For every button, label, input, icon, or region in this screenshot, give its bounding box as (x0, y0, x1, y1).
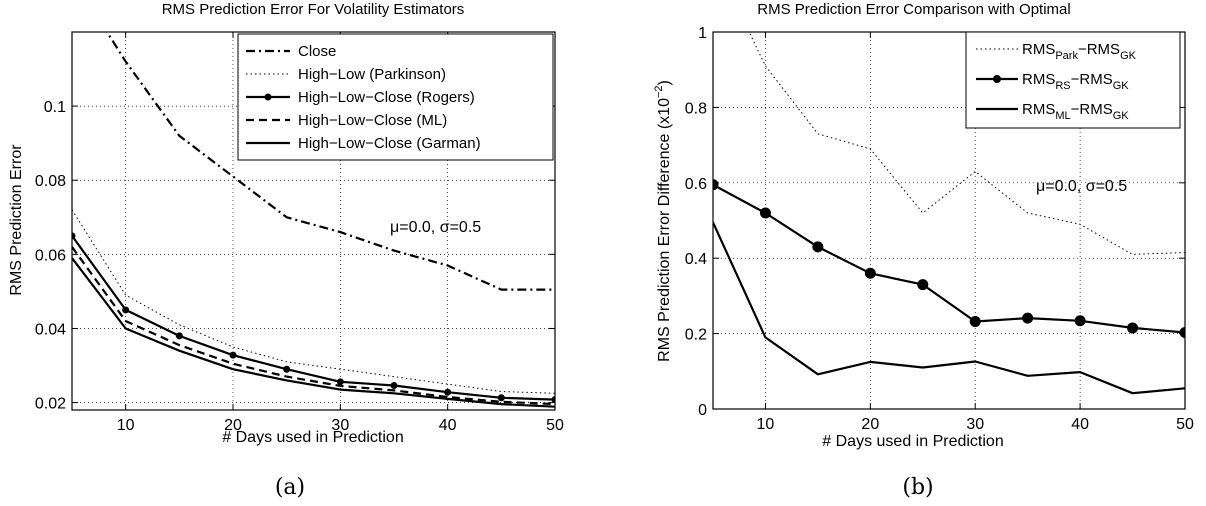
y-tick-label: 0.1 (44, 99, 66, 116)
legend-box (237, 33, 554, 161)
parameter-annotation: μ=0.0, σ=0.5 (390, 219, 481, 236)
series-line-2 (713, 183, 1185, 334)
series-line-5 (72, 257, 555, 408)
data-point (444, 388, 452, 396)
data-point (72, 232, 76, 240)
data-point (713, 179, 719, 191)
legend-label-2: High−Low (Parkinson) (298, 66, 446, 83)
legend-marker (264, 93, 272, 101)
y-axis-label: RMS Prediction Error Difference (x10−2) (653, 80, 673, 362)
y-axis-label-exponent: −2 (653, 85, 665, 98)
data-point (175, 332, 183, 340)
data-point (551, 396, 555, 404)
caption-a: (a) (275, 475, 305, 500)
data-point (864, 267, 876, 279)
x-tick-label: 50 (546, 417, 564, 434)
legend-label-4: High−Low−Close (ML) (298, 112, 447, 129)
y-axis-label: RMS Prediction Error (8, 144, 25, 296)
x-tick-label: 20 (224, 417, 242, 434)
data-point (969, 316, 981, 328)
legend-label-3: High−Low−Close (Rogers) (298, 89, 475, 106)
series-line-2 (72, 209, 555, 394)
tick-labels: 10 20 30 40 50 0 0.2 0.4 0.6 0.8 1 (685, 25, 1194, 433)
y-axis-label-close: ) (656, 80, 673, 85)
legend-label-1: RMSPark−RMSGK (1022, 41, 1137, 62)
y-tick-label: 1 (698, 25, 707, 42)
plot-frame (712, 31, 1186, 410)
parameter-annotation: μ=0.0, σ=0.5 (1036, 178, 1127, 195)
series-line-3 (713, 221, 1185, 395)
data-point (759, 207, 771, 219)
y-tick-label: 0.04 (35, 321, 66, 338)
y-tick-label: 0.02 (35, 396, 66, 413)
data-point (336, 378, 344, 386)
x-tick-label: 10 (757, 416, 775, 433)
x-tick-label: 30 (966, 416, 984, 433)
x-tick-label: 30 (331, 417, 349, 434)
data-point (283, 365, 291, 373)
series-layer (72, 32, 555, 408)
x-axis-label: # Days used in Prediction (822, 433, 1003, 450)
x-tick-label: 40 (439, 417, 457, 434)
tick-labels: 10 20 30 40 50 0.02 0.04 0.06 0.08 0.1 (35, 99, 564, 434)
series-line-1 (105, 32, 555, 291)
x-tick-label: 20 (861, 416, 879, 433)
data-point (1179, 326, 1185, 338)
data-point (917, 279, 929, 291)
data-point (497, 394, 505, 402)
chart-panel-b: RMS Prediction Error Comparison with Opt… (653, 1, 1194, 500)
data-point (1074, 315, 1086, 327)
plot-frame (71, 31, 556, 411)
series-layer (713, 32, 1185, 395)
x-tick-label: 10 (117, 417, 135, 434)
y-tick-label: 0.8 (685, 100, 707, 117)
data-point (1127, 322, 1139, 334)
legend-marker (993, 75, 1001, 83)
chart-title: RMS Prediction Error Comparison with Opt… (757, 1, 1070, 18)
y-tick-label: 0.06 (35, 247, 66, 264)
y-axis-label-main: RMS Prediction Error Difference (x10 (656, 98, 673, 362)
data-point (229, 351, 237, 359)
y-tick-label: 0.6 (685, 176, 707, 193)
legend: RMSPark−RMSGK RMSRS−RMSGK RMSML−RMSGK (965, 31, 1181, 129)
legend-label-1: Close (298, 43, 336, 60)
legend-label-2: RMSRS−RMSGK (1022, 71, 1129, 92)
y-tick-label: 0 (698, 402, 707, 419)
series-line-4 (72, 246, 555, 406)
legend-label-3: RMSML−RMSGK (1022, 101, 1129, 122)
legend-label-5: High−Low−Close (Garman) (298, 135, 481, 152)
chart-panel-a: RMS Prediction Error For Volatility Esti… (8, 1, 564, 500)
y-tick-label: 0.2 (685, 327, 707, 344)
x-tick-label: 40 (1071, 416, 1089, 433)
series-line-3 (72, 235, 555, 401)
data-point (122, 306, 130, 314)
y-tick-label: 0.08 (35, 173, 66, 190)
x-axis-label: # Days used in Prediction (222, 429, 403, 446)
grid-lines (72, 32, 556, 410)
data-point (812, 241, 824, 253)
data-point (1022, 312, 1034, 324)
y-tick-label: 0.4 (685, 251, 707, 268)
caption-b: (b) (902, 475, 933, 500)
data-point (390, 382, 398, 390)
x-tick-label: 50 (1176, 416, 1194, 433)
legend: Close High−Low (Parkinson) High−Low−Close … (237, 33, 554, 161)
chart-title: RMS Prediction Error For Volatility Esti… (162, 1, 465, 18)
